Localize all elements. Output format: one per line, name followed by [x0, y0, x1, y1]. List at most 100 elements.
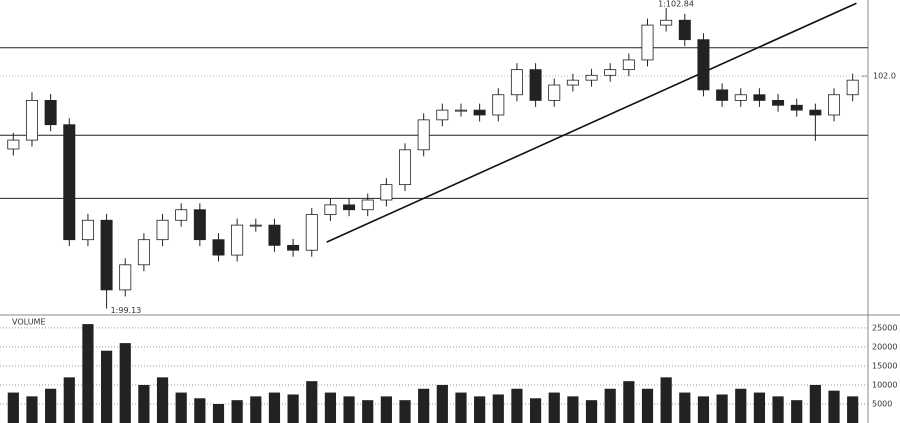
- volume-bar: [82, 324, 94, 423]
- volume-bar: [175, 392, 187, 423]
- candle-body: [641, 24, 654, 61]
- candle-body: [156, 219, 169, 241]
- candle-body: [529, 69, 542, 101]
- volume-bar: [474, 396, 486, 423]
- volume-bar: [623, 381, 635, 423]
- volume-bar: [679, 392, 691, 423]
- candle-body: [734, 94, 747, 101]
- y-tick-label: 102.0: [873, 72, 896, 81]
- volume-bar: [660, 377, 672, 423]
- volume-bar: [343, 396, 355, 423]
- low-label: 1:99.13: [111, 306, 142, 315]
- trendline: [326, 2, 857, 243]
- candle-body: [790, 104, 803, 111]
- volume-bar: [511, 388, 523, 423]
- candle-body: [753, 94, 766, 101]
- volume-bar: [362, 400, 374, 423]
- volume-bar: [287, 394, 299, 423]
- candle-body: [119, 264, 132, 291]
- volume-bar: [529, 398, 542, 423]
- candle-body: [175, 209, 188, 221]
- candle-body: [697, 39, 710, 91]
- candle-body: [137, 239, 150, 266]
- volume-bar: [791, 400, 803, 423]
- candle-body: [417, 119, 430, 151]
- candle-body: [249, 224, 262, 227]
- volume-bar: [772, 396, 784, 423]
- volume-title: VOLUME: [12, 318, 46, 327]
- candle-body: [212, 239, 225, 256]
- candle-body: [809, 109, 822, 116]
- volume-bar: [324, 392, 337, 423]
- candle-body: [846, 79, 859, 96]
- volume-bar: [380, 396, 392, 423]
- y-tick-label: 25000: [872, 323, 897, 332]
- candle-body: [585, 74, 598, 81]
- volume-bar: [436, 384, 448, 423]
- candle-body: [63, 124, 76, 241]
- candle-body: [716, 89, 729, 101]
- volume-bar: [847, 396, 859, 423]
- volume-bar: [548, 392, 560, 423]
- candle-body: [193, 209, 206, 241]
- volume-bar: [753, 392, 766, 423]
- volume-bar: [306, 381, 318, 423]
- volume-bar: [641, 388, 654, 423]
- volume-bar: [809, 384, 821, 423]
- volume-bar: [100, 350, 113, 423]
- candle-body: [622, 59, 635, 71]
- candle-body: [25, 100, 38, 141]
- volume-bar: [492, 394, 504, 423]
- candle-body: [287, 244, 300, 251]
- volume-bar: [63, 377, 75, 423]
- volume-bar: [399, 400, 411, 423]
- candle-body: [492, 94, 505, 116]
- volume-bar: [735, 388, 747, 423]
- y-tick-label: 15000: [872, 361, 897, 370]
- candle-body: [100, 219, 113, 291]
- y-tick-label: 5000: [872, 399, 892, 408]
- volume-bar: [455, 392, 467, 423]
- candle-body: [305, 214, 318, 251]
- candle-body: [454, 109, 467, 112]
- volume-bar: [26, 396, 38, 423]
- volume-bar: [194, 398, 206, 423]
- volume-bar: [231, 400, 243, 423]
- candle-body: [678, 19, 691, 41]
- volume-bar: [156, 377, 169, 423]
- candle-body: [44, 100, 57, 126]
- volume-bar: [138, 384, 150, 423]
- candle-body: [566, 79, 579, 86]
- candle-body: [380, 184, 393, 201]
- candle-body: [268, 224, 281, 246]
- candle-body: [399, 149, 412, 186]
- volume-bar: [45, 388, 57, 423]
- volume-bar: [567, 396, 579, 423]
- y-tick-label: 10000: [872, 380, 897, 389]
- candle-body: [324, 204, 337, 215]
- candle-body: [81, 219, 94, 241]
- y-tick-label: 20000: [872, 342, 897, 351]
- candle-body: [343, 204, 356, 211]
- candle-body: [660, 19, 673, 26]
- candle-body: [604, 69, 617, 76]
- volume-bar: [604, 388, 616, 423]
- volume-bar: [7, 392, 19, 423]
- high-label: 1:102.84: [658, 0, 694, 9]
- volume-bar: [212, 403, 225, 423]
- candle-body: [7, 139, 20, 150]
- volume-bar: [697, 396, 710, 423]
- volume-bar: [268, 392, 281, 423]
- candle-body: [436, 109, 449, 121]
- volume-bar: [828, 390, 840, 423]
- candle-body: [828, 94, 841, 116]
- candle-body: [473, 109, 486, 116]
- volume-bar: [716, 394, 728, 423]
- volume-bar: [418, 388, 430, 423]
- candle-body: [361, 199, 374, 211]
- candle-body: [231, 224, 244, 256]
- volume-bar: [585, 400, 598, 423]
